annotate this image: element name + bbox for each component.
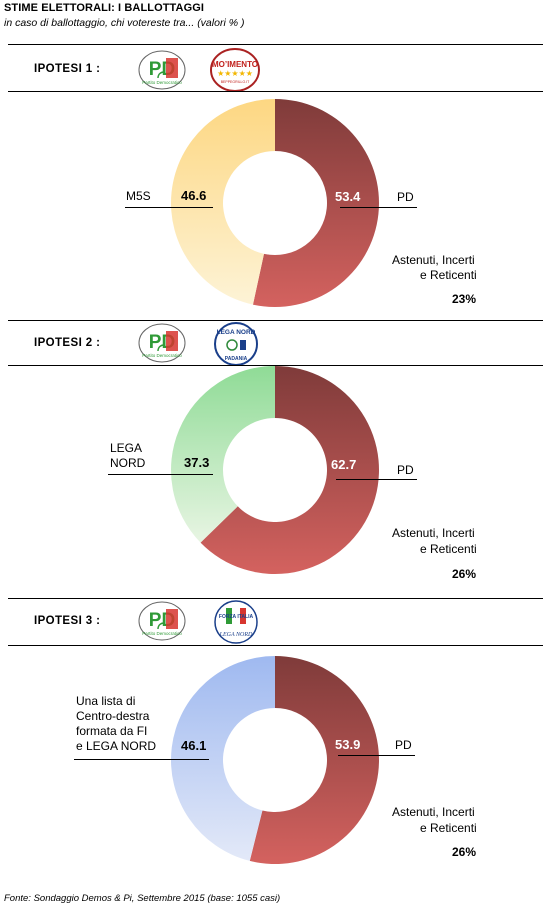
svg-text:LEGA NORD: LEGA NORD xyxy=(217,329,256,336)
pd-leader-line xyxy=(336,479,417,480)
opponent-slice xyxy=(171,99,275,305)
pd-slice xyxy=(200,366,379,574)
divider xyxy=(8,44,543,45)
pd-label: PD xyxy=(397,463,414,477)
pd-logo: PD Partito Democratico xyxy=(138,601,186,641)
divider xyxy=(8,598,543,599)
chart-title: STIME ELETTORALI: I BALLOTTAGGI xyxy=(4,2,205,14)
pd-value: 53.4 xyxy=(335,189,361,204)
hypothesis-1-label: IPOTESI 1 : xyxy=(34,63,101,75)
cdx-leader-line xyxy=(74,759,209,760)
cdx-label-line4: e LEGA NORD xyxy=(76,739,157,753)
lega-label-line2: NORD xyxy=(110,456,146,470)
pd-value: 53.9 xyxy=(335,737,361,752)
forza-italia-lega-logo: FORZA ITALIA LEGA NORD xyxy=(214,600,258,644)
pd-slice xyxy=(249,656,379,864)
hypothesis-3-label: IPOTESI 3 : xyxy=(34,615,101,627)
hypothesis-2-label: IPOTESI 2 : xyxy=(34,337,101,349)
m5s-leader-line xyxy=(125,207,213,208)
opponent-slice xyxy=(170,656,275,861)
svg-text:★★★★★: ★★★★★ xyxy=(217,69,253,78)
lega-leader-line xyxy=(108,474,213,475)
chart-subtitle: in caso di ballottaggio, chi votereste t… xyxy=(4,17,245,29)
m5s-label: M5S xyxy=(126,189,151,203)
svg-text:FORZA ITALIA: FORZA ITALIA xyxy=(219,614,254,620)
cdx-value: 46.1 xyxy=(181,738,207,753)
divider xyxy=(8,320,543,321)
donut-chart-2 xyxy=(170,366,379,574)
abstain-label-line1: Astenuti, Incerti xyxy=(392,805,475,819)
divider xyxy=(8,91,543,92)
pd-slice xyxy=(252,99,380,307)
source-footer: Fonte: Sondaggio Demos & Pi, Settembre 2… xyxy=(4,893,281,904)
pd-logo: PD Partito Democratico xyxy=(138,323,186,363)
abstain-label-line1: Astenuti, Incerti xyxy=(392,253,475,267)
m5s-logo: MO’IMENTO ★★★★★ BEPPEGRILLO.IT xyxy=(210,48,260,92)
m5s-value: 46.6 xyxy=(181,188,207,203)
pd-leader-line xyxy=(338,755,415,756)
divider xyxy=(8,365,543,366)
svg-text:Partito Democratico: Partito Democratico xyxy=(142,631,182,636)
abstain-pct: 26% xyxy=(452,567,477,581)
svg-text:LEGA NORD: LEGA NORD xyxy=(219,632,253,638)
divider xyxy=(8,645,543,646)
lega-value: 37.3 xyxy=(184,455,210,470)
pd-logo: PD Partito Democratico xyxy=(138,50,186,90)
cdx-label-line3: formata da FI xyxy=(76,724,148,738)
pd-label: PD xyxy=(397,190,414,204)
donut-chart-3 xyxy=(170,656,379,864)
abstain-pct: 26% xyxy=(452,845,477,859)
abstain-label-line2: e Reticenti xyxy=(420,268,477,282)
svg-text:PADANIA: PADANIA xyxy=(225,356,248,362)
svg-text:Partito Democratico: Partito Democratico xyxy=(142,80,182,85)
abstain-label-line2: e Reticenti xyxy=(420,542,477,556)
svg-text:Partito Democratico: Partito Democratico xyxy=(142,353,182,358)
abstain-pct: 23% xyxy=(452,292,477,306)
donut-chart-1 xyxy=(171,99,380,307)
pd-value: 62.7 xyxy=(331,457,357,472)
svg-text:BEPPEGRILLO.IT: BEPPEGRILLO.IT xyxy=(221,80,250,84)
abstain-label-line2: e Reticenti xyxy=(420,821,477,835)
abstain-label-line1: Astenuti, Incerti xyxy=(392,526,475,540)
svg-text:MO’IMENTO: MO’IMENTO xyxy=(212,60,258,69)
pd-label: PD xyxy=(395,738,412,752)
cdx-label-line1: Una lista di xyxy=(76,694,136,708)
lega-label-line1: LEGA xyxy=(110,441,143,455)
cdx-label-line2: Centro-destra xyxy=(76,709,150,723)
pd-leader-line xyxy=(340,207,417,208)
opponent-slice xyxy=(170,366,275,543)
